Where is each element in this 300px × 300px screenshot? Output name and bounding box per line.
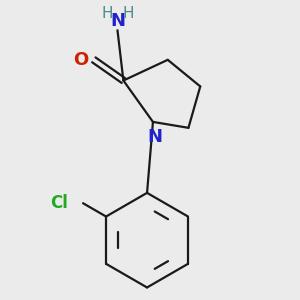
Text: N: N [110,11,125,29]
Text: H: H [101,6,113,21]
Text: O: O [73,51,88,69]
Text: N: N [147,128,162,146]
Text: H: H [122,6,134,21]
Text: Cl: Cl [50,194,68,212]
